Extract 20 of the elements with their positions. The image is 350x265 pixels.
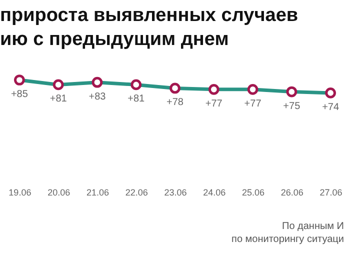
- data-label: +81: [50, 94, 68, 105]
- data-label: +74: [322, 102, 340, 113]
- data-label: +77: [244, 98, 262, 110]
- text: По данным И по мониторингу ситуаци: [232, 220, 344, 246]
- x-tick-label: 19.06: [8, 188, 32, 198]
- x-tick-label: 26.06: [280, 188, 304, 198]
- data-label: +75: [283, 100, 301, 112]
- data-label: +78: [166, 97, 184, 108]
- chart-title: прироста выявленных случаев ию с предыдущим днем: [0, 4, 298, 50]
- data-label: +85: [10, 89, 28, 100]
- x-tick-label: 25.06: [242, 188, 265, 198]
- data-label: +77: [205, 98, 223, 110]
- x-tick-label: 27.06: [320, 188, 342, 198]
- x-tick-label: 24.06: [203, 188, 226, 198]
- x-tick-label: 23.06: [164, 188, 187, 198]
- data-label: +83: [88, 91, 106, 102]
- data-label: +81: [128, 94, 146, 105]
- x-tick-label: 21.06: [86, 188, 109, 198]
- x-tick-label: 22.06: [125, 188, 148, 198]
- x-tick-label: 20.06: [48, 188, 70, 198]
